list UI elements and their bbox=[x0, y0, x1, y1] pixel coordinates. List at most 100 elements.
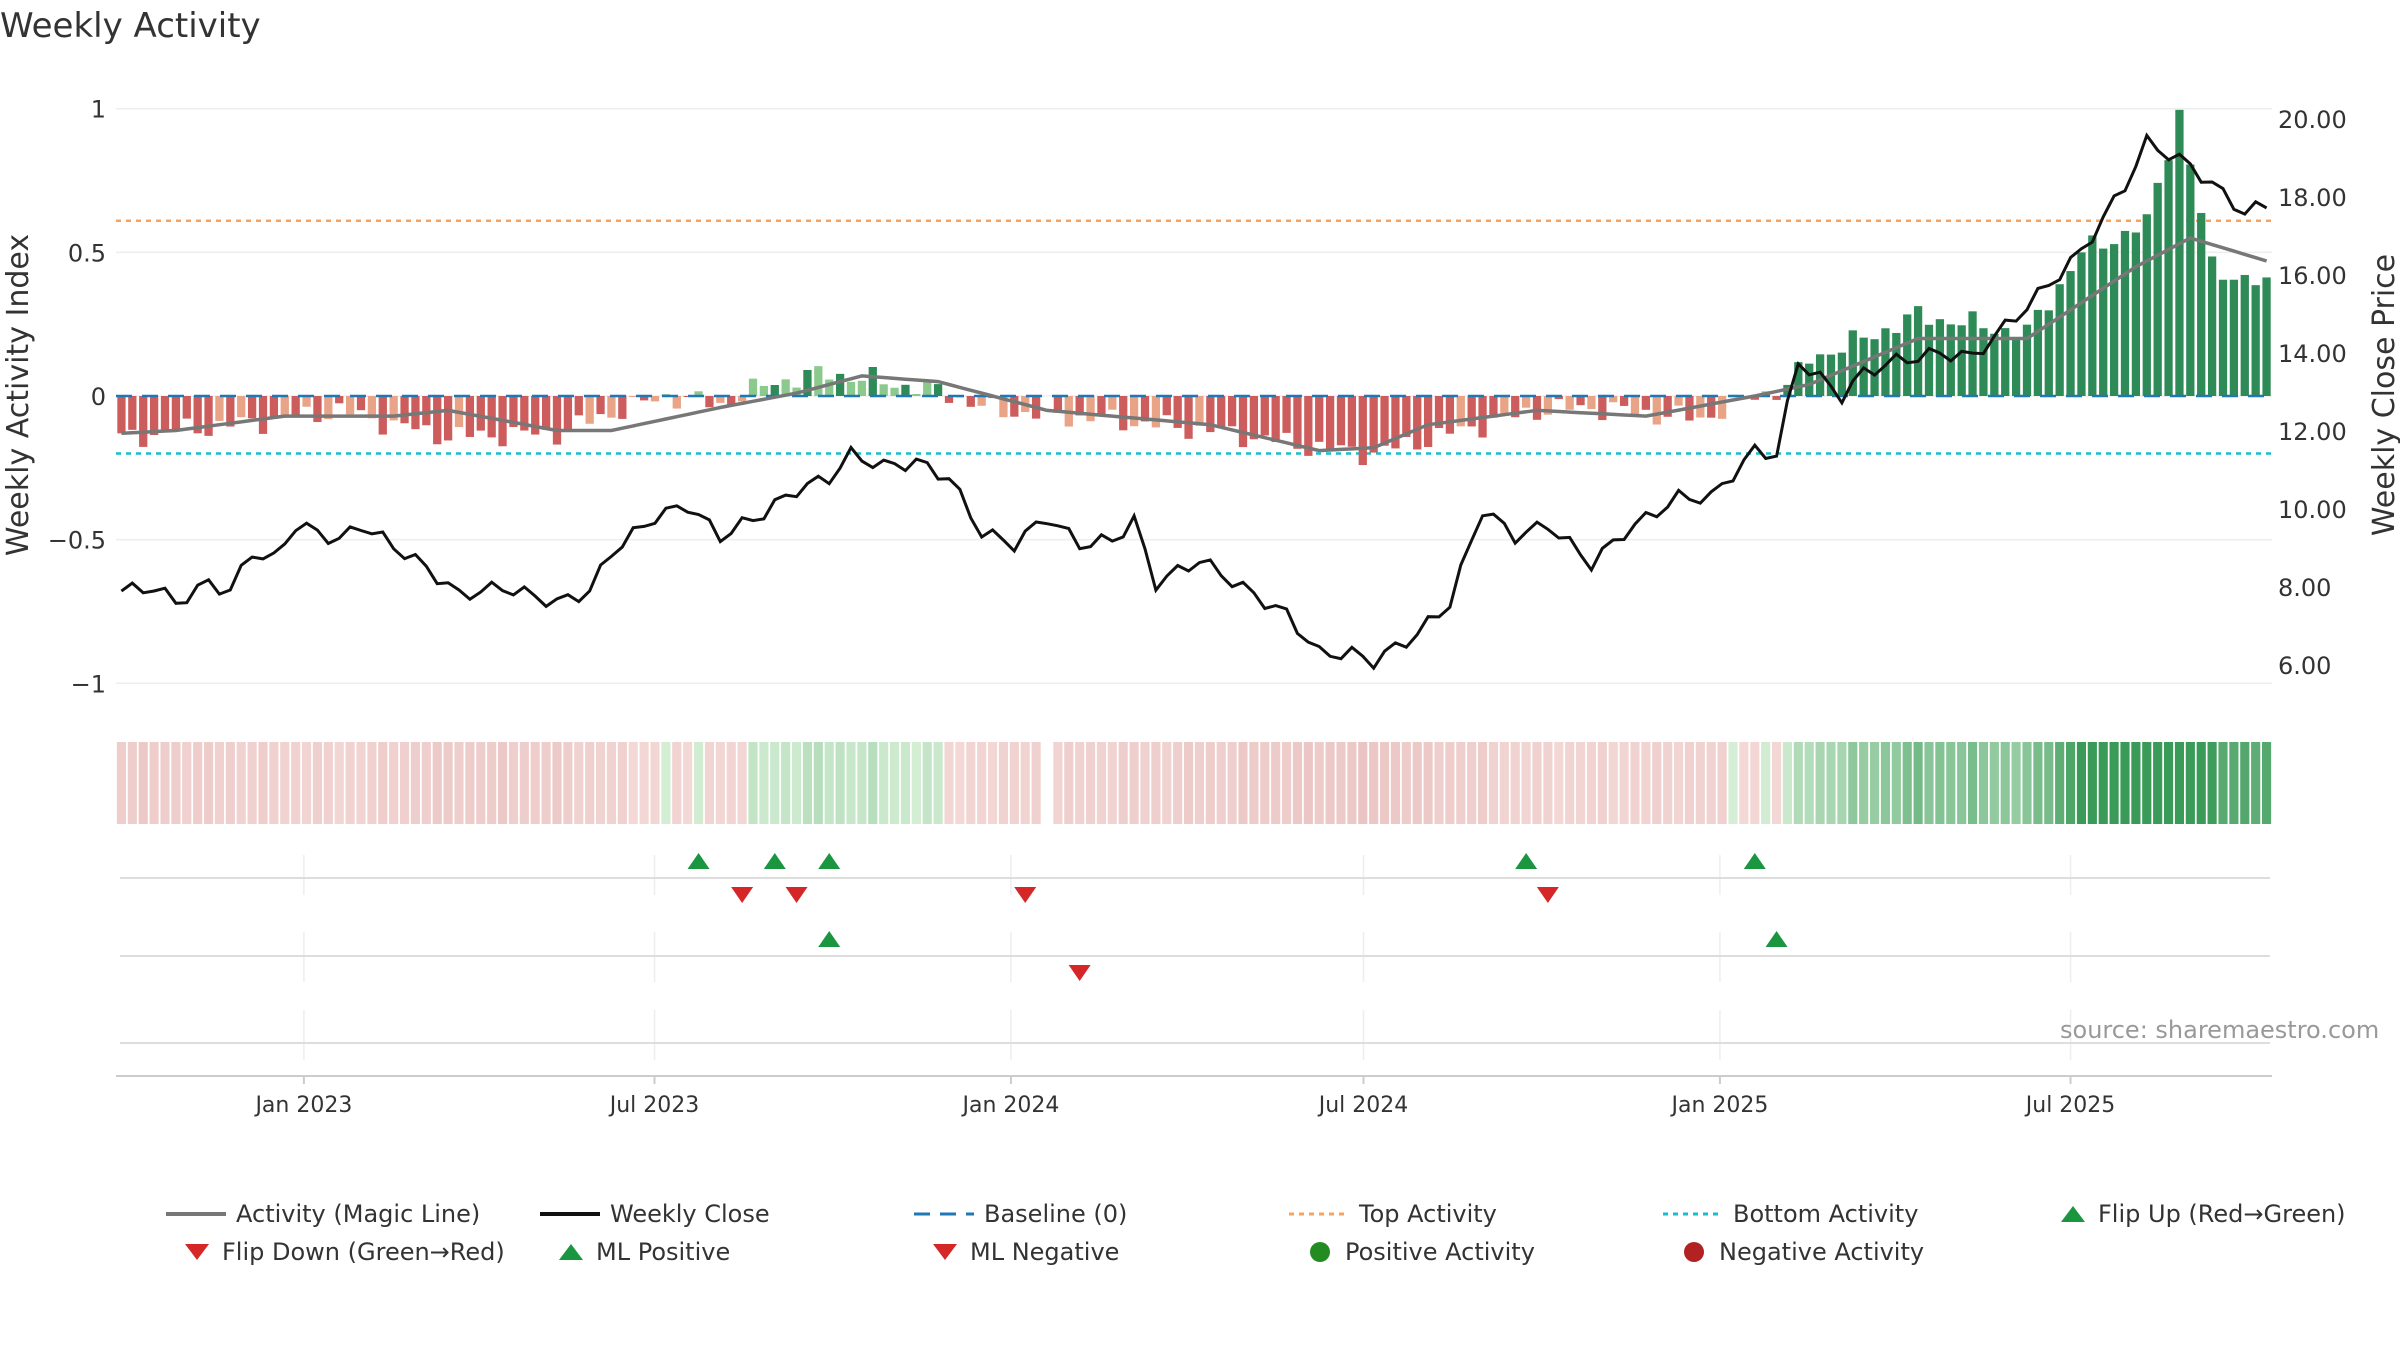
strip-cell bbox=[1837, 742, 1847, 824]
strip-cell bbox=[639, 742, 649, 824]
strip-cell bbox=[1260, 742, 1270, 824]
strip-cell bbox=[1390, 742, 1401, 824]
activity-bar bbox=[1434, 396, 1444, 429]
activity-bar bbox=[1129, 396, 1139, 427]
activity-bar bbox=[2033, 309, 2043, 396]
activity-bar bbox=[2164, 160, 2173, 396]
legend-bottom-label: Bottom Activity bbox=[1733, 1200, 1919, 1228]
activity-bar bbox=[1717, 396, 1727, 419]
activity-bar bbox=[944, 396, 954, 403]
x-tick-label: Jul 2024 bbox=[1317, 1093, 1409, 1118]
strip-cell bbox=[541, 742, 551, 824]
activity-bar bbox=[552, 396, 562, 445]
strip-cell bbox=[1292, 742, 1303, 824]
strip-cell bbox=[835, 742, 845, 824]
activity-bar bbox=[759, 385, 769, 396]
activity-bar bbox=[596, 396, 605, 415]
strip-cell bbox=[1031, 742, 1041, 824]
activity-bar bbox=[1249, 396, 1259, 440]
activity-bar bbox=[1445, 396, 1455, 434]
activity-bar bbox=[520, 396, 529, 431]
y-tick-label: 1 bbox=[91, 96, 106, 124]
x-tick-label: Jan 2024 bbox=[960, 1093, 1059, 1118]
activity-bar bbox=[422, 396, 431, 426]
activity-bar bbox=[1707, 396, 1716, 418]
strip-cell bbox=[1608, 742, 1618, 824]
activity-bar bbox=[1892, 332, 1901, 396]
activity-bar bbox=[2011, 337, 2021, 396]
activity-bar bbox=[1750, 396, 1759, 400]
strip-cell bbox=[1815, 742, 1825, 824]
activity-bar bbox=[770, 385, 779, 396]
strip-cell bbox=[704, 742, 715, 824]
activity-bar bbox=[1162, 396, 1171, 416]
activity-bar bbox=[814, 366, 823, 396]
activity-bar bbox=[476, 396, 485, 431]
activity-bar bbox=[846, 381, 856, 396]
activity-bar bbox=[302, 396, 311, 407]
strip-cell bbox=[1129, 742, 1139, 824]
strip-cell bbox=[1467, 742, 1477, 824]
activity-bar bbox=[912, 394, 921, 396]
legend-activity-swatch bbox=[166, 1212, 226, 1216]
ml-negative-icon bbox=[933, 1244, 957, 1260]
activity-bar bbox=[977, 396, 986, 406]
strip-cell bbox=[595, 742, 606, 824]
activity-bar bbox=[2240, 274, 2249, 396]
strip-cell bbox=[312, 742, 323, 824]
activity-bar bbox=[1391, 396, 1400, 449]
strip-cell bbox=[280, 742, 290, 824]
strip-cell bbox=[1151, 742, 1161, 824]
strip-cell bbox=[1891, 742, 1901, 824]
strip-cell bbox=[323, 742, 333, 824]
strip-cell bbox=[1009, 742, 1019, 824]
strip-cell bbox=[911, 742, 921, 824]
down-triangle bbox=[731, 887, 754, 903]
activity-bar bbox=[1772, 396, 1781, 400]
strip-cell bbox=[432, 742, 442, 824]
strip-cell bbox=[443, 742, 453, 824]
strip-cell bbox=[977, 742, 987, 824]
activity-bar bbox=[1206, 396, 1215, 433]
chart-title: Weekly Activity bbox=[0, 6, 261, 46]
strip-cell bbox=[1978, 742, 1989, 824]
activity-bar bbox=[1282, 396, 1291, 433]
y2-tick-label: 10.00 bbox=[2278, 496, 2347, 524]
magic-line bbox=[121, 236, 2268, 453]
strip-cell bbox=[1543, 742, 1553, 824]
activity-bar bbox=[2131, 232, 2141, 396]
activity-bar bbox=[694, 391, 703, 396]
strip-cell bbox=[1619, 742, 1629, 824]
legend-ml-negative-label: ML Negative bbox=[970, 1238, 1120, 1266]
strip-cell bbox=[399, 742, 410, 824]
activity-bar bbox=[1641, 396, 1651, 410]
strip-cell bbox=[1423, 742, 1433, 824]
activity-bar bbox=[748, 378, 758, 396]
activity-bar bbox=[1217, 396, 1226, 428]
strip-cell bbox=[1075, 742, 1085, 824]
strip-cell bbox=[334, 742, 344, 824]
activity-bar bbox=[2142, 214, 2151, 396]
activity-bar bbox=[237, 396, 246, 418]
strip-cell bbox=[1336, 742, 1346, 824]
activity-bar bbox=[1086, 396, 1095, 422]
strip-cell bbox=[356, 742, 366, 824]
activity-bar bbox=[1304, 396, 1313, 456]
strip-cell bbox=[1706, 742, 1716, 824]
activity-bar bbox=[1500, 396, 1509, 414]
strip-cell bbox=[868, 742, 878, 824]
activity-bar bbox=[149, 396, 159, 436]
strip-cell bbox=[247, 742, 257, 824]
legend-negative-activity: Negative Activity bbox=[1679, 1238, 1924, 1266]
strip-cell bbox=[508, 742, 519, 824]
strip-cell bbox=[1575, 742, 1586, 824]
strip-cell bbox=[1303, 742, 1313, 824]
activity-bar bbox=[1195, 396, 1204, 426]
strip-cell bbox=[737, 742, 747, 824]
activity-bar bbox=[2077, 252, 2086, 396]
strip-cell bbox=[606, 742, 617, 824]
strip-cell bbox=[2131, 742, 2141, 824]
y2-axis-label: Weekly Close Price bbox=[2367, 254, 2400, 536]
activity-bar bbox=[650, 396, 660, 402]
activity-bar bbox=[1423, 396, 1433, 447]
